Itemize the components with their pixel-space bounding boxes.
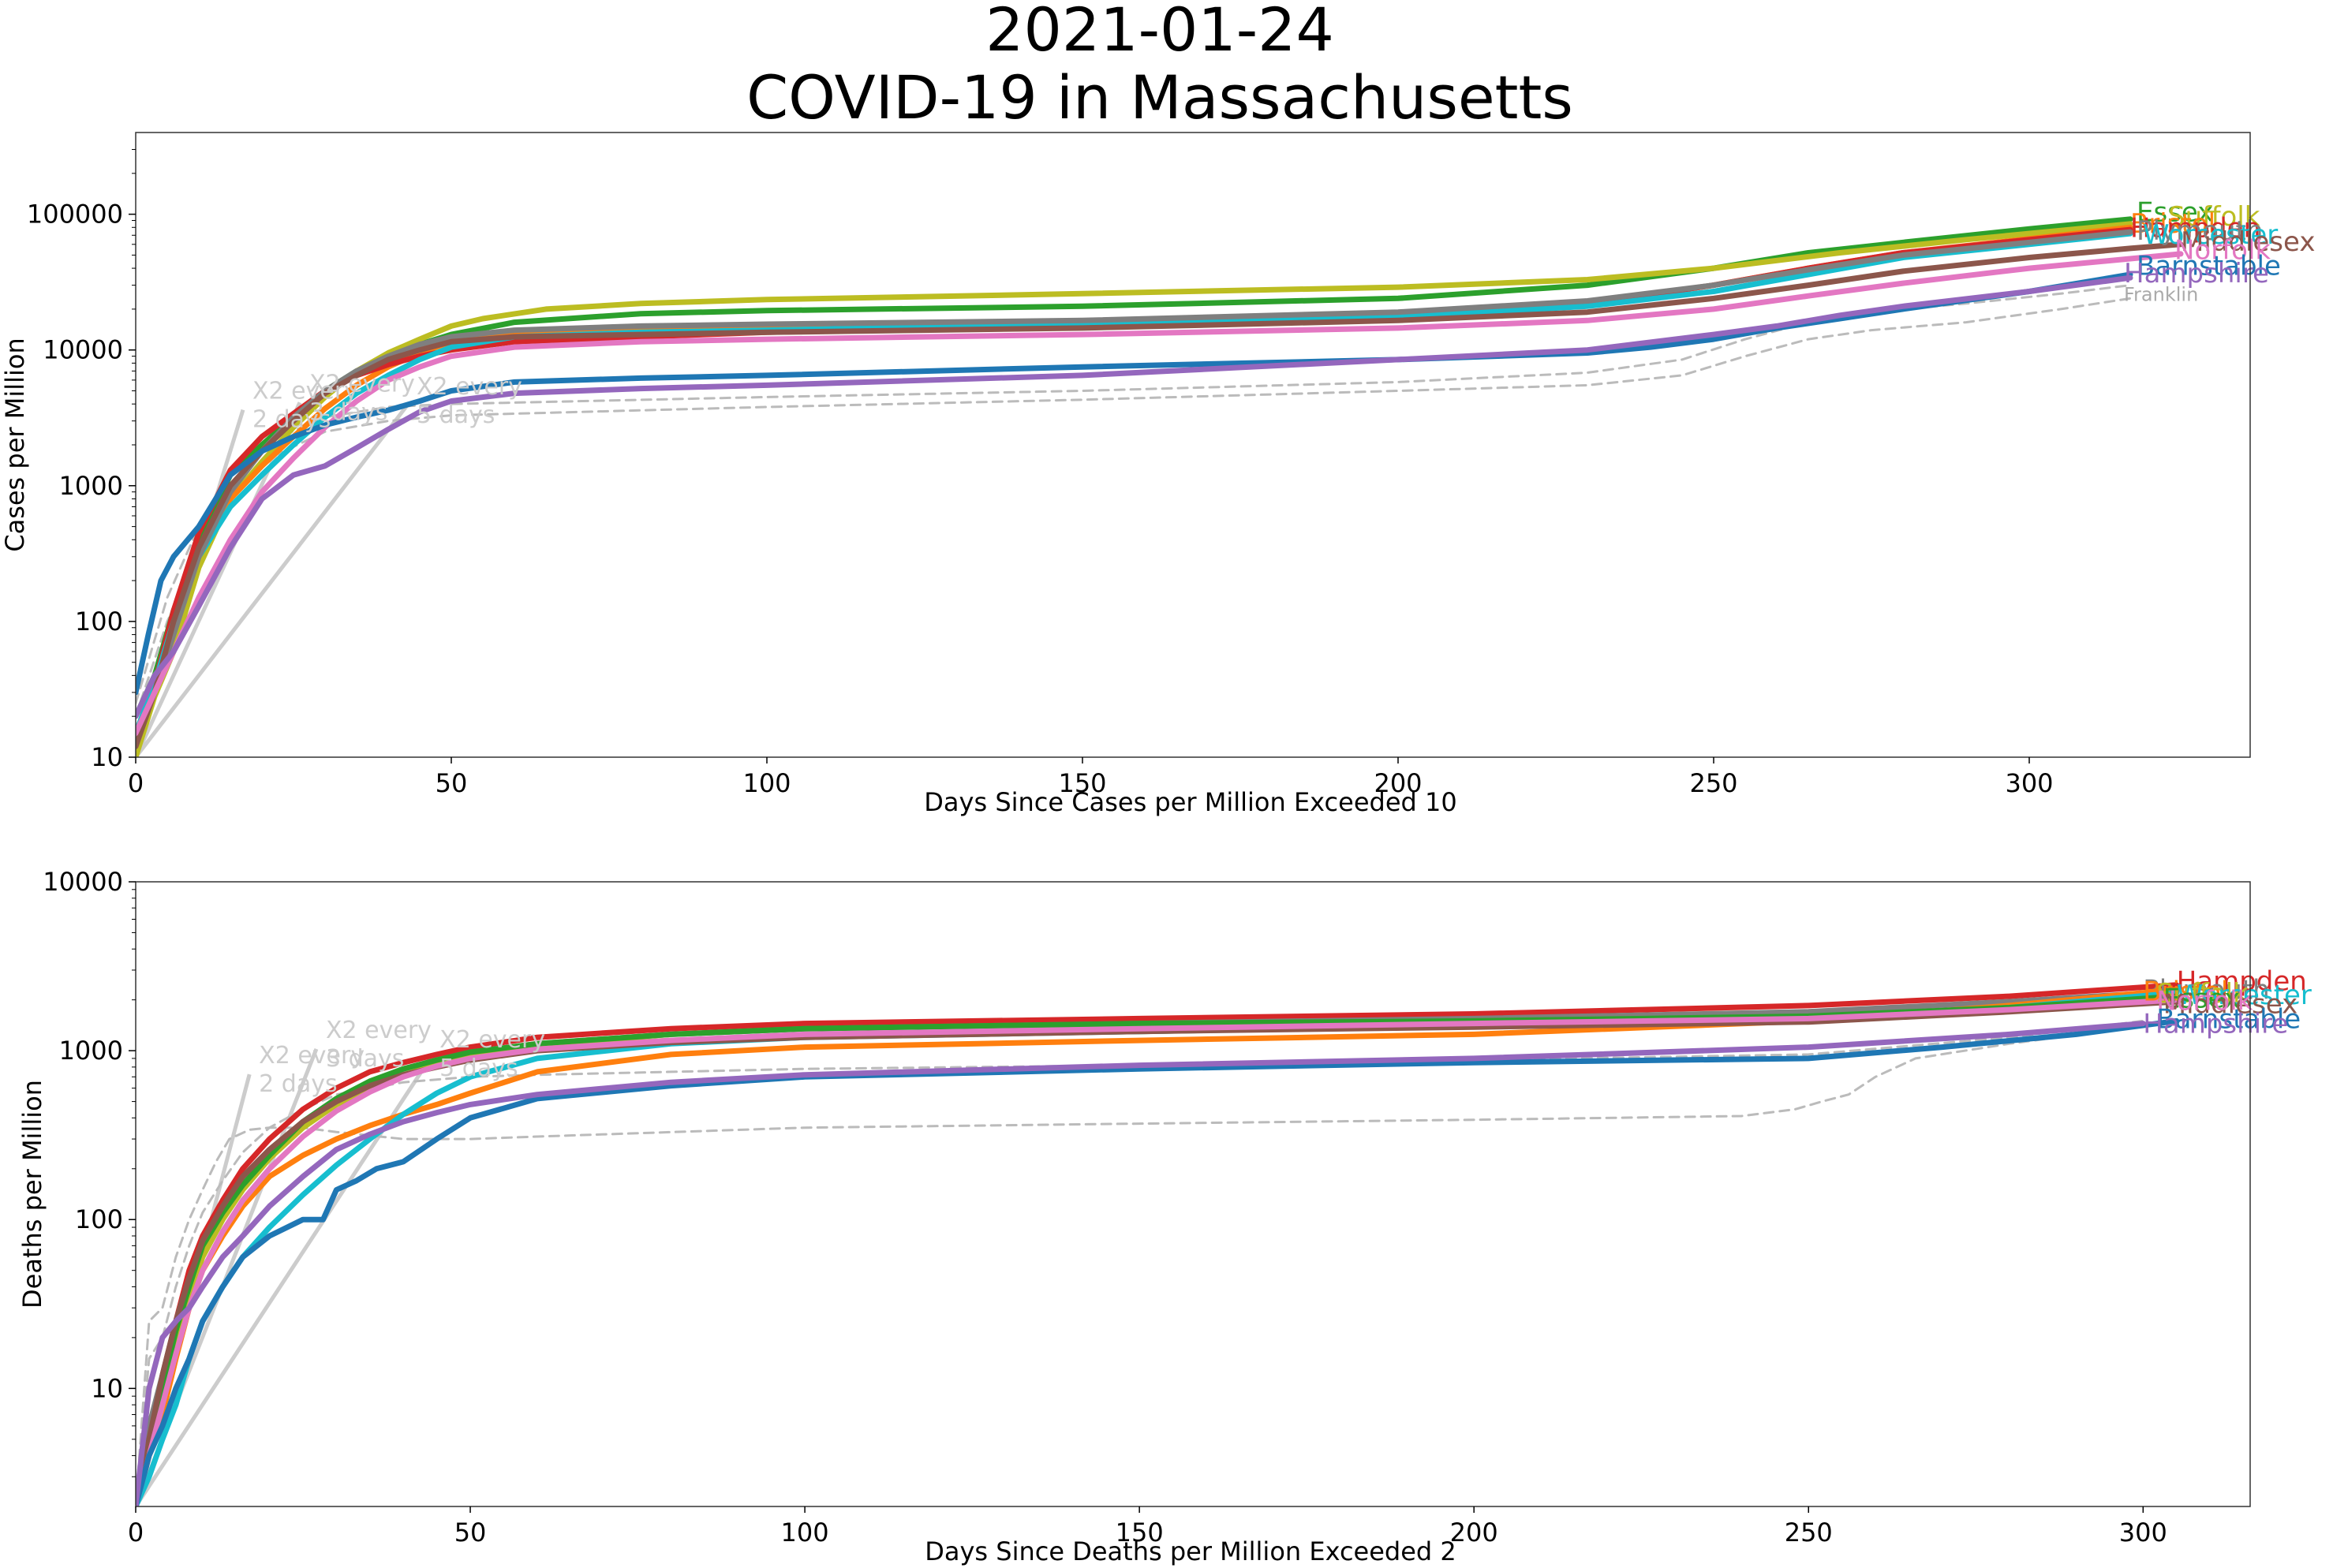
cases-end-label-hampshire: Hampshire: [2124, 258, 2269, 289]
cases-x-axis-label: Days Since Cases per Million Exceeded 10: [924, 787, 1456, 817]
deaths-doubling-label-5d-line2: 5 days: [439, 1055, 518, 1082]
deaths-doubling-label-3d-line2: 3 days: [326, 1045, 404, 1073]
cases-series-worcester: [136, 230, 2133, 737]
cases-series-norfolk: [136, 251, 2184, 737]
cases-series-plymouth: [136, 229, 2133, 737]
deaths-y-axis-label: Deaths per Million: [17, 1080, 47, 1309]
cases-series-hampshire: [136, 274, 2133, 719]
cases-x-tick-label: 250: [1689, 768, 1737, 798]
cases-end-label-bristol: Bristol: [2130, 208, 2215, 240]
cases-y-tick-label: 10000: [43, 335, 123, 365]
deaths-end-label-barnstable: Barnstable: [2156, 1003, 2301, 1035]
cases-doubling-label-3d-line2: 3 days: [309, 398, 387, 426]
deaths-x-tick-label: 300: [2119, 1518, 2167, 1547]
deaths-axes-frame: [135, 881, 2251, 1507]
cases-end-label-hampden: Hampden: [2130, 212, 2260, 244]
deaths-end-label-norfolk: Norfolk: [2156, 986, 2253, 1017]
deaths-end-label-essex: Essex: [2163, 983, 2240, 1014]
cases-end-label-plymouth: Plymouth: [2137, 215, 2263, 247]
cases-doubling-label-5d-line1: X2 every: [417, 373, 522, 401]
cases-doubling-line-5d: [136, 404, 409, 757]
deaths-plot-area: [136, 982, 2180, 1506]
figure-title-main: COVID-19 in Massachusetts: [746, 62, 1573, 133]
deaths-y-tick-label: 10: [91, 1373, 123, 1403]
cases-end-label-franklin: Franklin: [2124, 283, 2198, 305]
cases-end-label-norfolk: Norfolk: [2174, 234, 2271, 266]
deaths-y-tick-label: 1000: [59, 1036, 123, 1066]
cases-end-label-barnstable: Barnstable: [2137, 250, 2281, 282]
deaths-series-unlabeled-10: [136, 1025, 2144, 1506]
deaths-end-label-hampden: Hampden: [2177, 965, 2307, 997]
deaths-series-hampshire: [136, 1021, 2146, 1506]
deaths-series-middlesex: [136, 999, 2180, 1506]
cases-x-tick-label: 300: [2005, 768, 2053, 798]
cases-y-tick-label: 100000: [27, 200, 123, 230]
cases-x-tick-label: 100: [742, 768, 791, 798]
deaths-x-tick-label: 150: [1116, 1518, 1164, 1547]
deaths-doubling-label-5d-line1: X2 every: [439, 1026, 545, 1054]
deaths-x-tick-label: 0: [128, 1518, 144, 1547]
deaths-doubling-label-3d-line1: X2 every: [326, 1017, 432, 1044]
cases-x-tick-label: 200: [1374, 768, 1422, 798]
deaths-x-tick-label: 100: [781, 1518, 829, 1547]
cases-y-tick-label: 10: [91, 742, 123, 772]
deaths-x-tick-label: 50: [454, 1518, 487, 1547]
cases-plot-area: [136, 216, 2184, 757]
cases-y-axis-label: Cases per Million: [0, 338, 30, 552]
cases-doubling-label-3d-line1: X2 every: [309, 370, 415, 398]
cases-doubling-label-2d-line2: 2 days: [252, 406, 331, 434]
cases-series-middlesex: [136, 241, 2184, 749]
cases-y-tick-label: 100: [75, 607, 123, 637]
cases-x-tick-label: 50: [436, 768, 468, 798]
deaths-doubling-label-2d-line2: 2 days: [259, 1070, 337, 1098]
deaths-series-barnstable: [136, 1017, 2180, 1506]
deaths-x-tick-label: 250: [1785, 1518, 1833, 1547]
cases-x-tick-label: 0: [128, 768, 144, 798]
deaths-doubling-label-2d-line1: X2 every: [259, 1042, 365, 1070]
cases-end-label-worcester: Worcester: [2143, 219, 2278, 251]
deaths-x-tick-label: 200: [1450, 1518, 1498, 1547]
deaths-y-tick-label: 100: [75, 1204, 123, 1234]
cases-doubling-label-5d-line2: 5 days: [417, 401, 495, 429]
deaths-x-axis-label: Days Since Deaths per Million Exceeded 2: [925, 1536, 1456, 1566]
deaths-end-label-suffolk: Suffolk: [2156, 978, 2249, 1010]
cases-end-label-essex: Essex: [2137, 197, 2213, 229]
deaths-end-label-middlesex: Middlesex: [2163, 988, 2297, 1020]
deaths-y-tick-label: 10000: [43, 867, 123, 897]
cases-x-tick-label: 150: [1058, 768, 1106, 798]
cases-y-tick-label: 1000: [59, 471, 123, 501]
deaths-series-norfolk: [136, 997, 2180, 1506]
deaths-end-label-hampshire: Hampshire: [2143, 1009, 2288, 1040]
cases-doubling-label-2d-line1: X2 every: [252, 378, 358, 405]
cases-end-label-suffolk: Suffolk: [2168, 201, 2260, 233]
deaths-end-label-plymouth: Plymouth: [2143, 975, 2269, 1006]
deaths-end-label-worcester: Worcester: [2177, 980, 2312, 1011]
figure-title-date: 2021-01-24: [985, 0, 1334, 65]
cases-end-label-middlesex: Middlesex: [2181, 226, 2315, 258]
deaths-end-label-bristol: Bristol: [2143, 976, 2228, 1008]
